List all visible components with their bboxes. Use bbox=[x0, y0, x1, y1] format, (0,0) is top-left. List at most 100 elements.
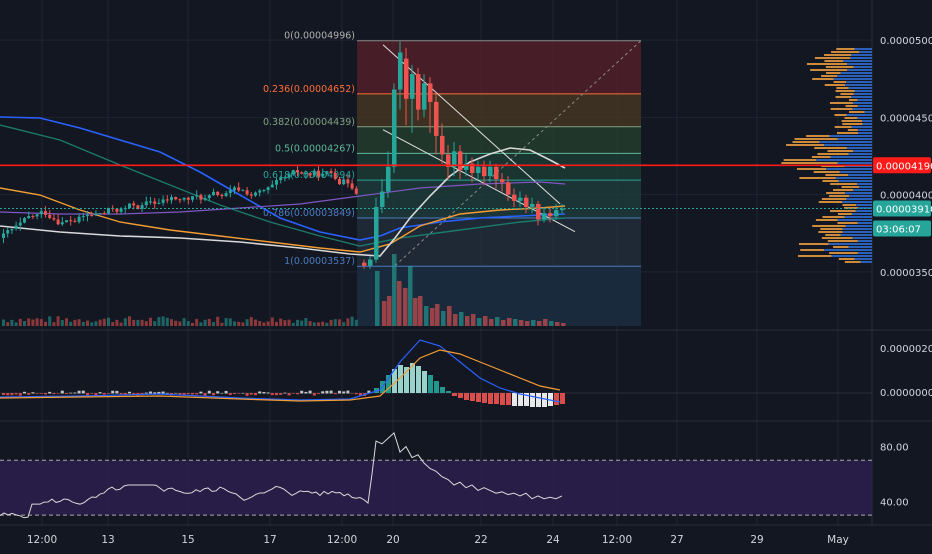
volume-profile-bar bbox=[839, 171, 872, 173]
rsi-band bbox=[0, 460, 872, 516]
macd-hist-bar bbox=[115, 390, 119, 394]
volume-bar bbox=[27, 318, 31, 326]
volume-profile-bar bbox=[857, 105, 872, 107]
volume-bar bbox=[111, 322, 115, 326]
fib-trend-line bbox=[394, 40, 642, 267]
macd-hist-bar bbox=[317, 393, 320, 394]
volume-bar bbox=[266, 321, 270, 326]
candle bbox=[86, 214, 89, 217]
volume-bar bbox=[65, 318, 68, 326]
volume-bar bbox=[228, 318, 232, 326]
volume-profile-bar bbox=[862, 123, 872, 125]
candle bbox=[270, 184, 274, 188]
volume-profile-bar bbox=[796, 168, 827, 170]
volume-profile-bar bbox=[842, 228, 872, 230]
candle bbox=[132, 203, 136, 206]
volume-profile-bar bbox=[797, 255, 832, 257]
candle bbox=[212, 191, 215, 196]
volume-bar bbox=[203, 319, 207, 326]
candle bbox=[536, 203, 541, 220]
volume-profile-bar bbox=[837, 162, 872, 164]
volume-profile-bar bbox=[830, 183, 858, 185]
candle bbox=[380, 191, 385, 207]
macd-hist-bar bbox=[452, 393, 457, 396]
macd-hist-bar bbox=[165, 392, 169, 394]
macd-hist-bar bbox=[132, 393, 136, 395]
volume-bar bbox=[178, 321, 182, 326]
volume-profile-bar bbox=[849, 99, 858, 101]
volume-profile-bar bbox=[829, 102, 853, 104]
candle bbox=[102, 213, 106, 215]
macd-tick-label: 0.00000000 bbox=[880, 388, 932, 399]
volume-bar bbox=[128, 316, 131, 326]
volume-profile-bar bbox=[838, 213, 852, 215]
fib-zone-3 bbox=[357, 153, 641, 181]
volume-bar bbox=[453, 314, 458, 326]
volume-profile-bar bbox=[845, 225, 872, 227]
volume-profile-bar bbox=[857, 222, 872, 224]
time-tick-label: 27 bbox=[670, 534, 683, 546]
candle bbox=[128, 203, 131, 209]
volume-bar bbox=[346, 318, 350, 326]
macd-hist-bar bbox=[266, 392, 270, 394]
macd-hist-bar bbox=[98, 392, 102, 394]
volume-profile-bar bbox=[799, 243, 829, 245]
volume-bar bbox=[186, 321, 190, 326]
candle bbox=[233, 187, 236, 191]
volume-profile-bar bbox=[847, 63, 872, 65]
candle bbox=[174, 197, 178, 200]
macd-hist-bar bbox=[191, 393, 194, 395]
volume-bar bbox=[403, 288, 408, 326]
volume-bar bbox=[237, 321, 241, 326]
candle bbox=[27, 216, 31, 219]
fib-label-4: 0.618(0.00004094) bbox=[263, 170, 355, 181]
volume-bar bbox=[94, 321, 98, 326]
macd-hist-bar bbox=[279, 393, 283, 395]
macd-hist-bar bbox=[464, 393, 469, 400]
macd-hist-bar bbox=[237, 393, 241, 394]
volume-profile-bar bbox=[849, 195, 872, 197]
macd-hist-bar bbox=[144, 392, 148, 394]
candle bbox=[542, 213, 547, 220]
macd-hist-bar bbox=[304, 391, 308, 394]
volume-bar bbox=[283, 320, 287, 326]
candle bbox=[329, 171, 333, 173]
volume-bar bbox=[338, 319, 341, 326]
candle bbox=[77, 216, 81, 222]
volume-profile-bar bbox=[852, 102, 872, 104]
volume-bar bbox=[86, 320, 89, 326]
macd-hist-bar bbox=[39, 393, 43, 394]
volume-profile-bar bbox=[840, 234, 872, 236]
rsi-tick-label: 80.00 bbox=[880, 443, 909, 454]
volume-bar bbox=[6, 322, 10, 326]
volume-profile-bar bbox=[850, 57, 872, 59]
volume-profile-bar bbox=[830, 108, 853, 110]
ma-teal-line bbox=[0, 124, 566, 247]
volume-profile-bar bbox=[833, 78, 872, 80]
fib-label-2: 0.382(0.00004439) bbox=[263, 117, 355, 128]
candle bbox=[207, 195, 211, 199]
volume-bar bbox=[317, 322, 320, 326]
volume-bar bbox=[254, 319, 257, 326]
volume-profile-bar bbox=[853, 66, 872, 68]
macd-hist-bar bbox=[398, 365, 403, 393]
volume-bar bbox=[23, 321, 26, 326]
time-tick-label: 15 bbox=[181, 534, 194, 546]
volume-profile-bar bbox=[813, 171, 840, 173]
macd-hist-bar bbox=[359, 393, 362, 396]
volume-bar bbox=[39, 319, 43, 326]
candle bbox=[452, 151, 457, 167]
candle bbox=[31, 216, 35, 218]
candle bbox=[254, 192, 257, 196]
volume-profile-bar bbox=[854, 90, 872, 92]
volume-profile-bar bbox=[846, 198, 872, 200]
volume-profile-bar bbox=[824, 84, 846, 86]
macd-hist-bar bbox=[69, 392, 73, 394]
candle bbox=[140, 205, 144, 210]
volume-bar bbox=[2, 319, 5, 326]
volume-bar bbox=[10, 319, 14, 326]
volume-bar bbox=[77, 319, 81, 326]
candle bbox=[60, 222, 64, 225]
